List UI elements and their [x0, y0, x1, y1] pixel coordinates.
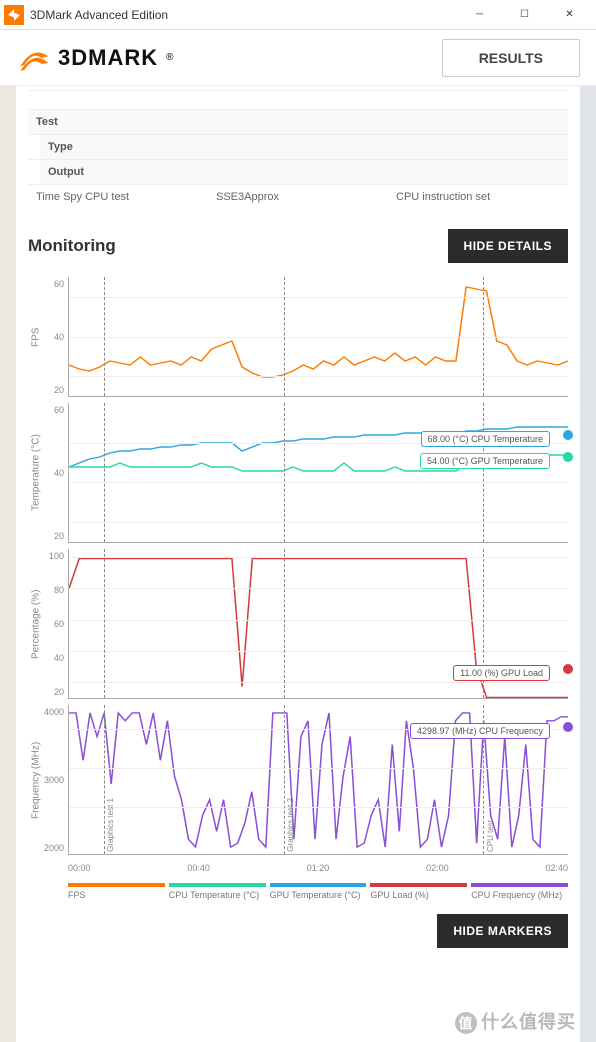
brand-text: 3DMARK: [58, 45, 158, 71]
legend-item: GPU Load (%): [370, 883, 467, 900]
y-axis: 10080604020: [44, 549, 68, 699]
legend-item: CPU Temperature (°C): [169, 883, 266, 900]
th-test: Test: [28, 110, 568, 134]
monitoring-header: Monitoring HIDE DETAILS: [28, 229, 568, 263]
monitoring-title: Monitoring: [28, 236, 116, 256]
th-type: Type: [40, 135, 568, 159]
y-label: Temperature (°C): [28, 403, 44, 543]
y-axis: 604020: [44, 403, 68, 543]
logo-icon: [16, 41, 50, 75]
x-tick: 02:00: [426, 863, 449, 873]
window-title: 3DMark Advanced Edition: [30, 8, 457, 22]
td-test: Time Spy CPU test: [28, 185, 208, 209]
y-axis: 400030002000: [44, 705, 68, 855]
brand-logo: 3DMARK®: [16, 41, 430, 75]
x-tick: 00:00: [68, 863, 91, 873]
app-header: 3DMARK® RESULTS: [0, 30, 596, 86]
window-controls: ─ ☐ ✕: [457, 1, 592, 29]
x-tick: 02:40: [545, 863, 568, 873]
th-output: Output: [40, 160, 568, 184]
plot-area: 68.00 (°C) CPU Temperature54.00 (°C) GPU…: [68, 403, 568, 543]
x-tick: 01:20: [307, 863, 330, 873]
plot-area: 11.00 (%) GPU Load: [68, 549, 568, 699]
hide-details-button[interactable]: HIDE DETAILS: [448, 229, 568, 263]
y-label: FPS: [28, 277, 44, 397]
plot-area: Graphics test 1Graphics test 2CPU test42…: [68, 705, 568, 855]
app-icon: [4, 5, 24, 25]
legend: FPSCPU Temperature (°C)GPU Temperature (…: [68, 883, 568, 900]
td-output: CPU instruction set: [388, 185, 568, 209]
x-axis: 00:00 00:40 01:20 02:00 02:40: [68, 861, 568, 875]
minimize-button[interactable]: ─: [457, 1, 502, 29]
td-type: SSE3Approx: [208, 185, 388, 209]
chart-temperaturec: Temperature (°C) 604020 68.00 (°C) CPU T…: [28, 403, 568, 543]
plot-area: [68, 277, 568, 397]
close-button[interactable]: ✕: [547, 1, 592, 29]
content-scroll[interactable]: Test Type Output Time Spy CPU test SSE3A…: [0, 86, 596, 1042]
chart-percentage: Percentage (%) 10080604020 11.00 (%) GPU…: [28, 549, 568, 699]
results-button[interactable]: RESULTS: [442, 39, 580, 77]
charts-container: FPS 604020 Temperature (°C) 604020 68.00…: [28, 277, 568, 861]
y-label: Frequency (MHz): [28, 705, 44, 855]
outputs-heading: [28, 90, 568, 103]
legend-item: FPS: [68, 883, 165, 900]
app-window: 3DMark Advanced Edition ─ ☐ ✕ 3DMARK® RE…: [0, 0, 596, 1042]
hide-markers-button[interactable]: HIDE MARKERS: [437, 914, 568, 948]
y-label: Percentage (%): [28, 549, 44, 699]
titlebar: 3DMark Advanced Edition ─ ☐ ✕: [0, 0, 596, 30]
maximize-button[interactable]: ☐: [502, 1, 547, 29]
chart-fps: FPS 604020: [28, 277, 568, 397]
chart-frequencymhz: Frequency (MHz) 400030002000 Graphics te…: [28, 705, 568, 855]
legend-item: GPU Temperature (°C): [270, 883, 367, 900]
x-tick: 00:40: [187, 863, 210, 873]
y-axis: 604020: [44, 277, 68, 397]
legend-item: CPU Frequency (MHz): [471, 883, 568, 900]
outputs-table: Test Type Output Time Spy CPU test SSE3A…: [28, 109, 568, 209]
